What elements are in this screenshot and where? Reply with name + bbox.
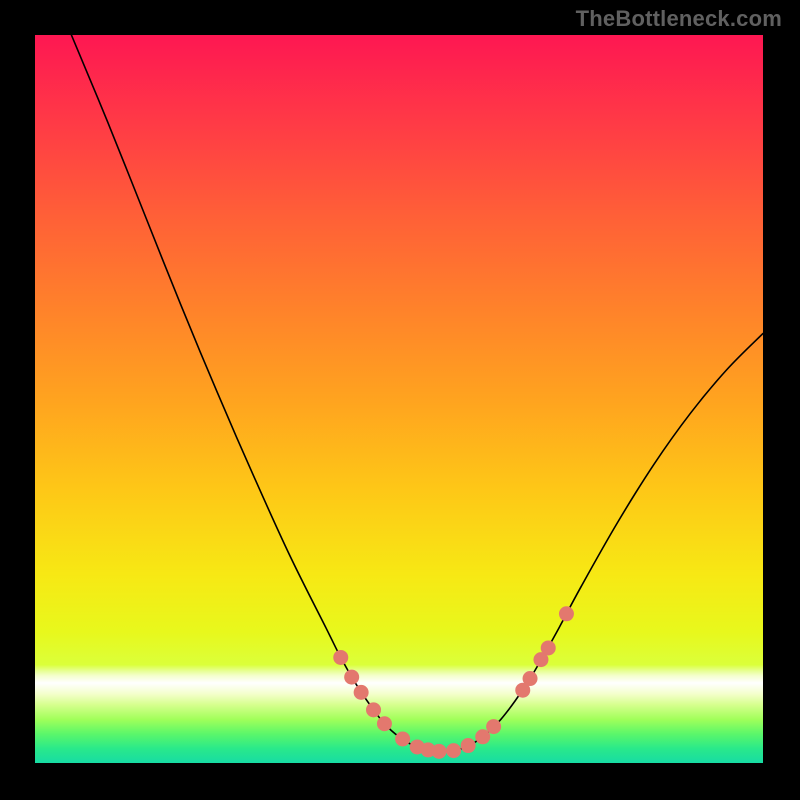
curve-marker	[344, 670, 359, 685]
curve-marker	[354, 685, 369, 700]
curve-marker	[486, 719, 501, 734]
curve-marker	[333, 650, 348, 665]
curve-marker	[446, 743, 461, 758]
curve-marker	[461, 738, 476, 753]
watermark-text: TheBottleneck.com	[576, 6, 782, 32]
curve-marker	[395, 731, 410, 746]
curve-marker	[475, 729, 490, 744]
curve-marker	[432, 744, 447, 759]
curve-marker	[559, 606, 574, 621]
chart-frame: TheBottleneck.com	[0, 0, 800, 800]
curve-marker	[523, 671, 538, 686]
curve-marker	[377, 716, 392, 731]
bottleneck-curve-chart	[35, 35, 763, 763]
chart-background	[35, 35, 763, 763]
curve-marker	[541, 640, 556, 655]
curve-marker	[366, 702, 381, 717]
